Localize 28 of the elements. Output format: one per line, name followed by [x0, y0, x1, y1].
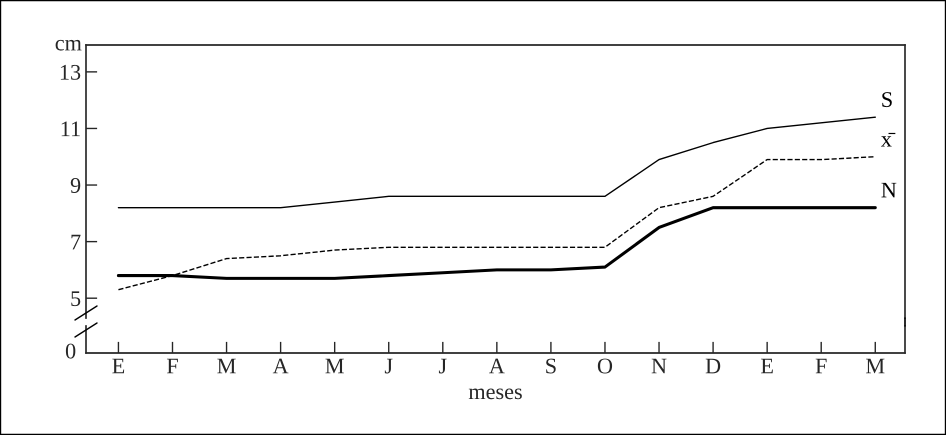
line-series [118, 116, 876, 208]
y-tick-label: 11 [62, 121, 80, 136]
series-label: S [882, 92, 892, 108]
category-label: N [652, 358, 667, 374]
category-label: D [706, 358, 720, 374]
line-series [118, 156, 876, 290]
category-label: E [112, 358, 124, 374]
y-tick-label: 9 [70, 178, 80, 193]
category-label: J [384, 358, 393, 374]
category-label: M [325, 358, 344, 374]
y-tick-label: 7 [71, 234, 80, 250]
category-label: O [598, 358, 612, 374]
y-tick-label: 5 [71, 291, 80, 306]
category-label: S [546, 358, 556, 374]
series-label: x̄ [881, 132, 896, 146]
y-axis-title: cm [56, 40, 82, 51]
series-label: N [881, 182, 896, 198]
category-label: F [166, 358, 178, 374]
category-label: A [489, 358, 505, 374]
category-label: M [866, 358, 884, 374]
category-label: F [816, 358, 827, 374]
category-label: A [272, 358, 288, 374]
category-label: J [438, 358, 447, 374]
category-label: E [761, 358, 773, 374]
y-tick-label: 13 [60, 64, 80, 80]
text: meses [468, 388, 522, 400]
text: 0 [66, 344, 76, 359]
category-label: M [217, 358, 236, 374]
